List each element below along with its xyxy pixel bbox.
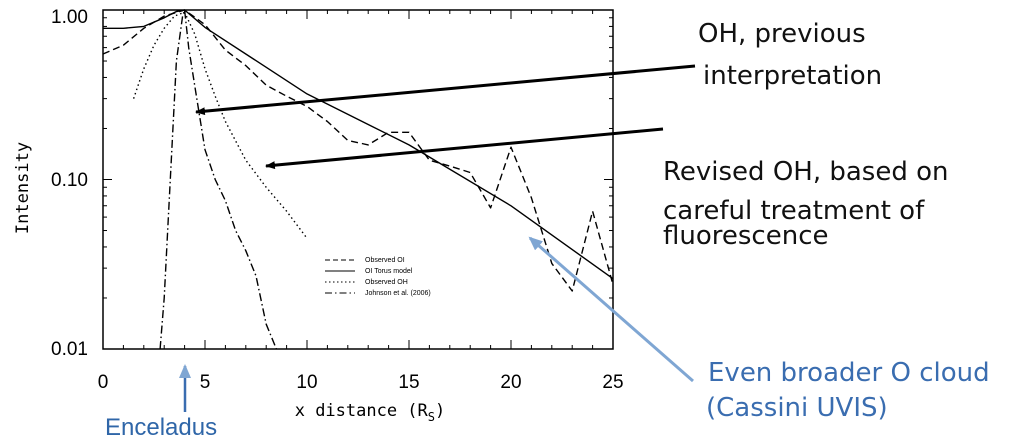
annotation-enceladus: Enceladus [105,364,217,441]
series-line-observed-oh [132,11,308,239]
y-tick-label-1: 1.00 [51,7,88,28]
annotation-oh-previous: OH, previous interpretation [195,19,882,116]
x-axis-title-close: ) [435,401,445,421]
series-line-observed-oi [102,9,614,292]
legend-label-observed-oi: Observed OI [365,257,405,264]
label-oh-previous-line1: OH, previous [698,19,866,49]
x-tick-label-20: 20 [500,372,521,393]
x-tick-label-25: 25 [602,372,623,393]
label-broader-cloud-line2: (Cassini UVIS) [706,393,888,423]
label-oh-revised-line3: fluorescence [663,221,828,251]
x-tick-label-10: 10 [296,372,317,393]
label-oh-revised-line1: Revised OH, based on [663,157,949,187]
annotation-oh-revised: Revised OH, based on careful treatment o… [265,127,949,251]
x-axis-title: x distance (RS) [295,401,446,424]
annotation-broader-cloud: Even broader O cloud (Cassini UVIS) [528,236,990,423]
x-axis-title-main: x distance (R [295,401,429,421]
arrow-oh-previous [195,64,696,116]
y-axis-title: Intensity [13,142,33,234]
x-tick-label-15: 15 [398,372,419,393]
label-enceladus: Enceladus [105,414,217,441]
x-tick-label-0: 0 [98,372,109,393]
plot-frame [102,9,614,350]
y-tick-label-0-01: 0.01 [51,339,88,360]
series-line-oi-torus-model [103,9,614,280]
x-axis-title-subscript: S [428,410,435,424]
series-lines [102,9,614,350]
x-tick-label-5: 5 [200,372,211,393]
legend-label-oi-torus-model: OI Torus model [365,268,413,275]
label-broader-cloud-line1: Even broader O cloud [708,358,990,388]
legend-label-observed-oh: Observed OH [365,279,408,286]
arrow-broader-cloud [528,236,694,383]
y-tick-label-0-1: 0.10 [51,170,88,191]
y-tick-labels: 1.00 0.10 0.01 [51,7,88,360]
label-oh-revised-line2: careful treatment of [663,196,925,226]
x-tick-labels: 0 5 10 15 20 25 [98,372,624,393]
legend-label-johnson-2006: Johnson et al. (2006) [365,290,431,297]
axis-ticks [102,9,614,350]
arrow-oh-revised [265,127,664,170]
legend: Observed OI OI Torus model Observed OH J… [325,257,431,297]
series-line-johnson-et-al-2006 [159,9,278,350]
label-oh-previous-line2: interpretation [703,61,882,91]
